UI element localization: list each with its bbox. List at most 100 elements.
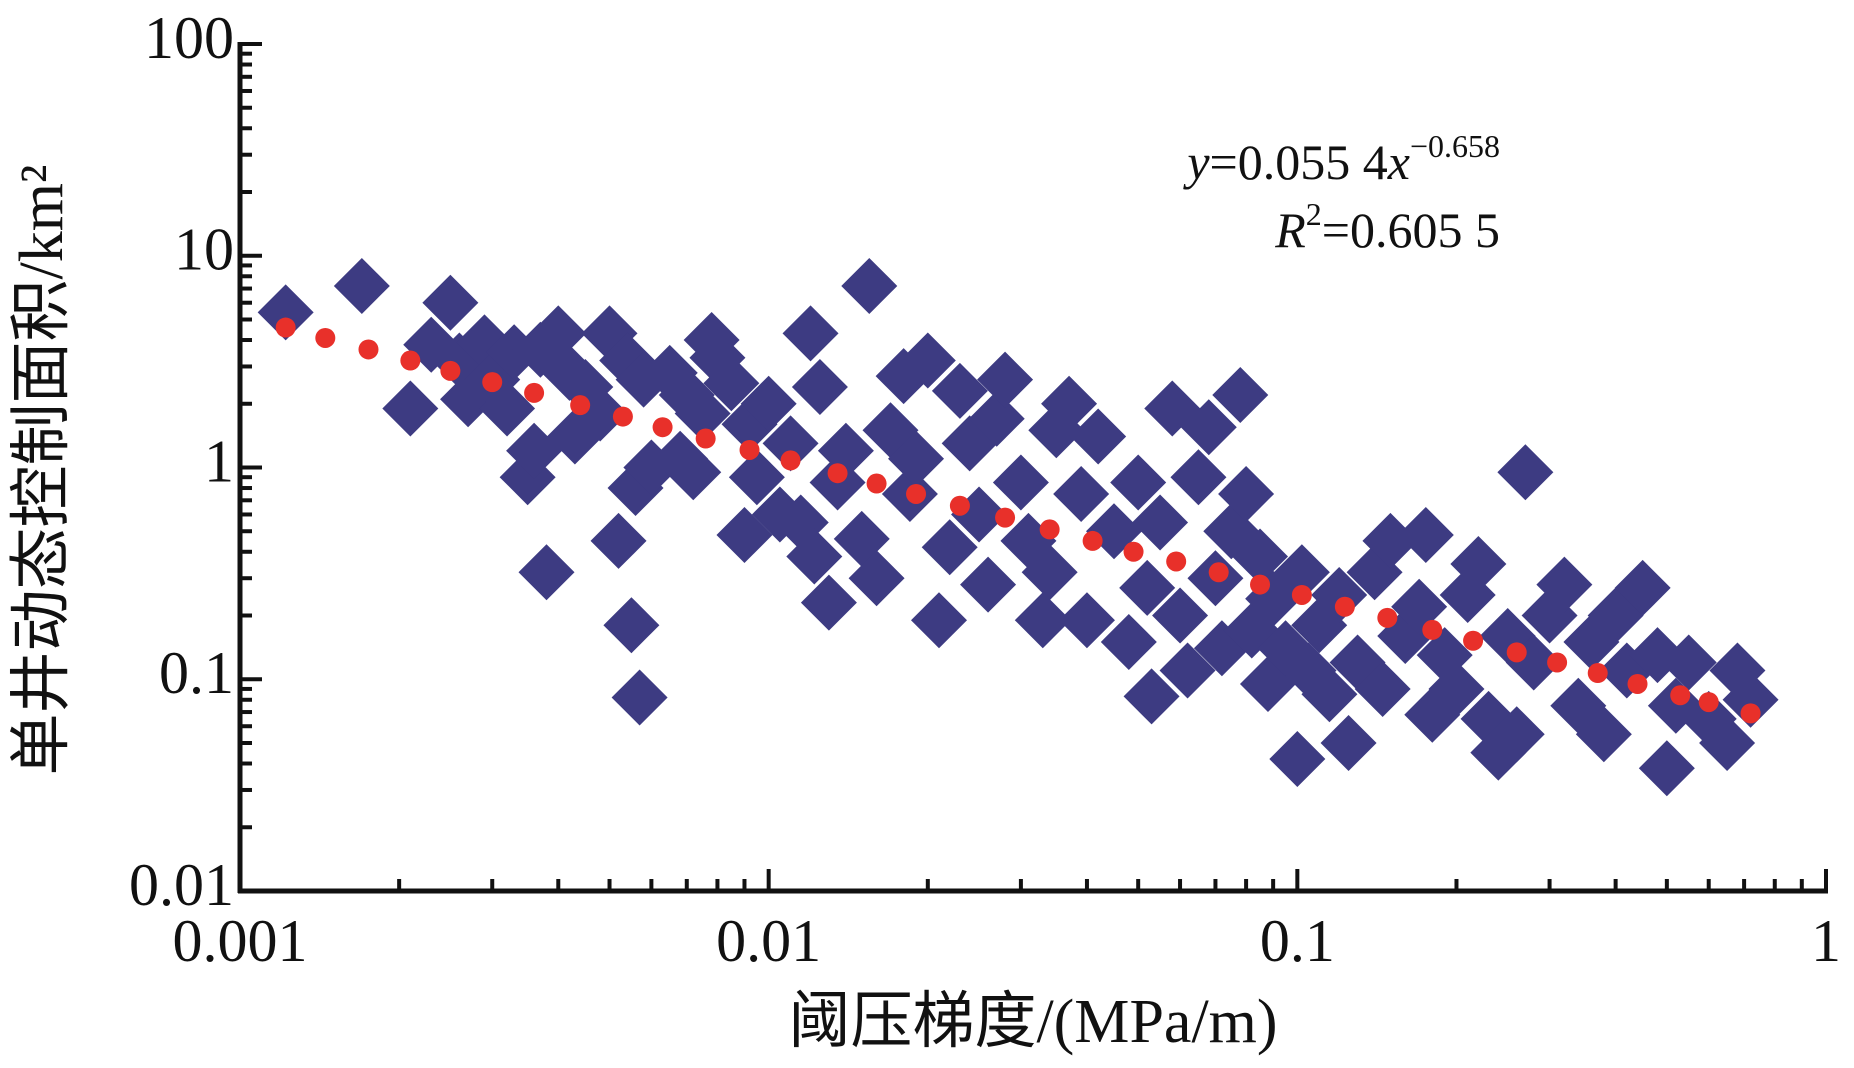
fit-point bbox=[739, 439, 760, 460]
fit-point bbox=[1123, 541, 1144, 562]
eq-part: R bbox=[1274, 202, 1306, 258]
x-tick-label: 0.1 bbox=[1260, 908, 1335, 974]
point bbox=[762, 415, 819, 472]
equation: y=0.055 4x−0.658 bbox=[1182, 128, 1500, 190]
fit-point bbox=[906, 483, 927, 504]
point bbox=[1536, 556, 1593, 613]
y-tick-label: 1 bbox=[204, 428, 234, 494]
y-tick-label: 10 bbox=[174, 217, 234, 283]
point bbox=[665, 444, 722, 501]
fit-point bbox=[1547, 652, 1568, 673]
point bbox=[1488, 706, 1545, 763]
eq-part: y bbox=[1182, 134, 1210, 190]
fit-point bbox=[995, 507, 1016, 528]
point bbox=[1497, 444, 1554, 501]
point bbox=[422, 274, 479, 331]
point bbox=[1722, 671, 1779, 728]
point bbox=[1450, 536, 1507, 593]
point bbox=[1070, 408, 1127, 465]
fit-point bbox=[1377, 607, 1398, 628]
point bbox=[1159, 642, 1216, 699]
fit-point bbox=[1208, 562, 1229, 583]
fit-point bbox=[482, 372, 503, 393]
point bbox=[1269, 731, 1326, 788]
point bbox=[1575, 706, 1632, 763]
y-tick-label: 100 bbox=[144, 5, 234, 71]
point bbox=[257, 284, 314, 341]
point bbox=[968, 390, 1025, 447]
point bbox=[333, 257, 390, 314]
point bbox=[1123, 668, 1180, 725]
point bbox=[1232, 528, 1289, 585]
point bbox=[1638, 740, 1695, 797]
point bbox=[1021, 544, 1078, 601]
point bbox=[1212, 366, 1269, 423]
point bbox=[1699, 714, 1756, 771]
point bbox=[1660, 634, 1717, 691]
eq-part: 2 bbox=[1306, 196, 1322, 232]
eq-part: x bbox=[1387, 134, 1410, 190]
fit-point bbox=[440, 360, 461, 381]
x-axis-title: 阈压梯度/(MPa/m) bbox=[788, 988, 1277, 1056]
fit-point bbox=[570, 395, 591, 416]
x-tick-label: 0.001 bbox=[173, 908, 308, 974]
fit-point bbox=[1166, 551, 1187, 572]
point bbox=[530, 305, 587, 362]
point bbox=[1218, 465, 1275, 522]
point bbox=[382, 380, 439, 437]
point bbox=[1397, 506, 1454, 563]
x-tick-label: 0.01 bbox=[716, 908, 821, 974]
point bbox=[674, 385, 731, 442]
fit-point bbox=[1422, 619, 1443, 640]
point bbox=[1041, 375, 1098, 432]
point bbox=[479, 380, 536, 437]
point bbox=[1354, 660, 1411, 717]
point bbox=[1180, 399, 1237, 456]
fit-point bbox=[1334, 596, 1355, 617]
fit-point bbox=[866, 473, 887, 494]
point bbox=[888, 430, 945, 487]
fit-point bbox=[400, 350, 421, 371]
point bbox=[1170, 449, 1227, 506]
fit-point bbox=[1698, 692, 1719, 713]
fit-point bbox=[1627, 673, 1648, 694]
fit-point bbox=[1670, 685, 1691, 706]
point bbox=[931, 362, 988, 419]
fit-point bbox=[1463, 630, 1484, 651]
point bbox=[1053, 465, 1110, 522]
point bbox=[1152, 587, 1209, 644]
x-tick-label: 1 bbox=[1811, 908, 1841, 974]
point bbox=[848, 550, 905, 607]
point bbox=[786, 528, 843, 585]
point bbox=[911, 592, 968, 649]
point bbox=[977, 351, 1034, 408]
point bbox=[960, 556, 1017, 613]
point bbox=[1301, 666, 1358, 723]
eq-part: =0.605 5 bbox=[1322, 202, 1500, 258]
fit-point bbox=[780, 450, 801, 471]
fit-point bbox=[827, 463, 848, 484]
eq-part: −0.658 bbox=[1410, 128, 1500, 164]
fit-point bbox=[524, 382, 545, 403]
point bbox=[740, 375, 797, 432]
y-tick-label: 0.01 bbox=[129, 852, 234, 918]
point bbox=[1014, 592, 1071, 649]
point bbox=[703, 355, 760, 412]
point bbox=[590, 512, 647, 569]
fit-point bbox=[1082, 530, 1103, 551]
y-axis-title: 单井动态控制面积/km² bbox=[8, 164, 76, 775]
point bbox=[728, 449, 785, 506]
fit-point bbox=[1587, 663, 1608, 684]
point bbox=[1362, 512, 1419, 569]
point bbox=[1614, 559, 1671, 616]
point bbox=[899, 332, 956, 389]
fit-point bbox=[949, 495, 970, 516]
point bbox=[817, 422, 874, 479]
r-squared: R2=0.605 5 bbox=[1274, 196, 1500, 258]
point bbox=[603, 597, 660, 654]
fit-point bbox=[1039, 519, 1060, 540]
fit-point bbox=[612, 406, 633, 427]
fit-point bbox=[695, 428, 716, 449]
point bbox=[1100, 613, 1157, 670]
